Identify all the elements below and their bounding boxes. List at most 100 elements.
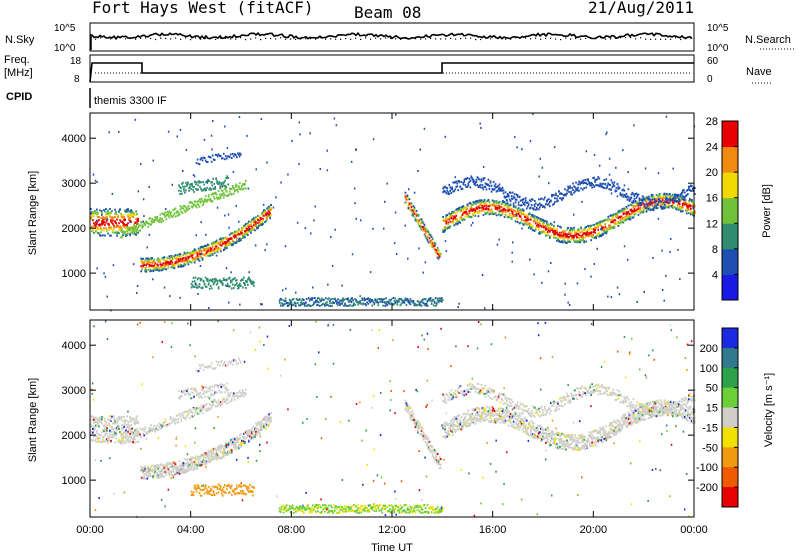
velocity-echo-cell (179, 463, 182, 466)
power-echo-cell (225, 186, 228, 188)
power-echo-cell (526, 201, 529, 204)
power-echo-cell (565, 233, 567, 236)
power-echo-cell (127, 222, 129, 225)
power-echo-cell (96, 219, 98, 222)
velocity-echo-cell (251, 433, 253, 436)
power-echo-cell (105, 208, 107, 210)
power-echo-cell (569, 228, 571, 231)
power-echo-cell (370, 300, 373, 303)
power-echo-cell (184, 185, 186, 188)
power-echo-cell (589, 184, 591, 187)
power-echo-cell (512, 195, 515, 198)
power-echo-cell (455, 185, 458, 188)
power-echo-cell (260, 224, 262, 226)
power-echo-cell (501, 189, 504, 192)
power-echo-cell (659, 200, 661, 203)
power-echo-cell (192, 285, 195, 288)
power-echo-cell (326, 169, 329, 172)
velocity-echo-cell (120, 440, 122, 443)
power-echo-cell (194, 276, 197, 279)
nsearch-dot (550, 37, 552, 39)
power-echo-cell (462, 217, 465, 220)
velocity-echo-cell (211, 448, 214, 451)
power-echo-cell (349, 299, 351, 302)
power-echo-cell (674, 193, 677, 196)
power-echo-cell (578, 180, 580, 183)
power-echo-cell (529, 200, 532, 203)
power-echo-cell (93, 222, 95, 225)
power-echo-cell (442, 187, 444, 190)
power-echo-cell (368, 299, 370, 302)
power-echo-cell (419, 304, 422, 307)
power-echo-cell (551, 227, 553, 230)
power-echo-cell (213, 281, 216, 284)
power-echo-cell (173, 212, 176, 215)
power-echo-cell (350, 298, 352, 301)
power-echo-cell (200, 197, 203, 200)
power-echo-cell (292, 298, 295, 300)
power-echo-cell (457, 179, 460, 182)
power-echo-cell (173, 264, 176, 267)
velocity-echo-cell (176, 467, 179, 470)
power-echo-cell (571, 231, 573, 234)
power-echo-cell (666, 201, 669, 204)
power-echo-cell (480, 209, 483, 212)
velocity-echo-cell (203, 454, 206, 457)
power-echo-cell (437, 257, 440, 260)
power-echo-cell (228, 190, 231, 193)
velocity-echo-cell (150, 469, 153, 472)
power-echo-cell (227, 193, 230, 196)
power-echo-cell (422, 271, 424, 274)
power-echo-cell (633, 213, 636, 216)
power-echo-cell (633, 194, 636, 197)
power-echo-cell (461, 214, 464, 217)
power-echo-cell (665, 196, 668, 199)
velocity-echo-cell (136, 420, 138, 423)
power-echo-cell (453, 190, 456, 193)
power-echo-cell (198, 181, 200, 184)
velocity-echo-cell (100, 421, 102, 424)
velocity-echo-cell (167, 462, 170, 465)
power-echo-cell (555, 194, 557, 197)
velocity-echo-cell (101, 440, 103, 443)
power-echo-cell (634, 193, 637, 195)
velocity-echo-cell (217, 445, 220, 448)
power-echo-cell (238, 228, 240, 231)
power-echo-cell (148, 217, 151, 220)
power-echo-cell (179, 253, 182, 256)
power-echo-cell (159, 217, 162, 220)
velocity-echo-cell (123, 425, 125, 428)
power-echo-cell (344, 303, 346, 306)
power-echo-cell (154, 262, 157, 265)
power-echo-cell (127, 232, 129, 235)
velocity-echo-cell (107, 418, 109, 421)
power-echo-cell (126, 210, 128, 213)
power-echo-cell (586, 183, 588, 186)
velocity-echo-cell (238, 437, 240, 440)
power-echo-cell (342, 297, 344, 300)
power-echo-cell (460, 210, 463, 213)
power-echo-cell (383, 298, 386, 300)
power-echo-cell (192, 258, 195, 261)
power-echo-cell (183, 187, 185, 190)
power-echo-cell (481, 209, 484, 212)
power-echo-cell (205, 189, 207, 191)
velocity-echo-cell (112, 422, 114, 425)
power-colorbar-label: Power [dB] (761, 184, 773, 238)
power-echo-cell (126, 232, 128, 235)
velocity-echo-cell (180, 467, 183, 470)
velocity-echo-cell (213, 456, 216, 459)
velocity-echo-cell (199, 460, 202, 463)
power-echo-cell (499, 213, 502, 216)
power-echo-cell (466, 203, 469, 206)
power-echo-cell (417, 214, 420, 217)
power-echo-cell (545, 227, 547, 230)
velocity-echo-cell (91, 425, 93, 428)
power-echo-cell (523, 201, 526, 204)
nsearch-dot (180, 38, 182, 40)
power-echo-cell (131, 232, 133, 235)
power-echo-cell (478, 207, 481, 209)
power-echo-cell (609, 227, 612, 230)
power-echo-cell (105, 221, 107, 224)
power-echo-cell (200, 188, 202, 190)
